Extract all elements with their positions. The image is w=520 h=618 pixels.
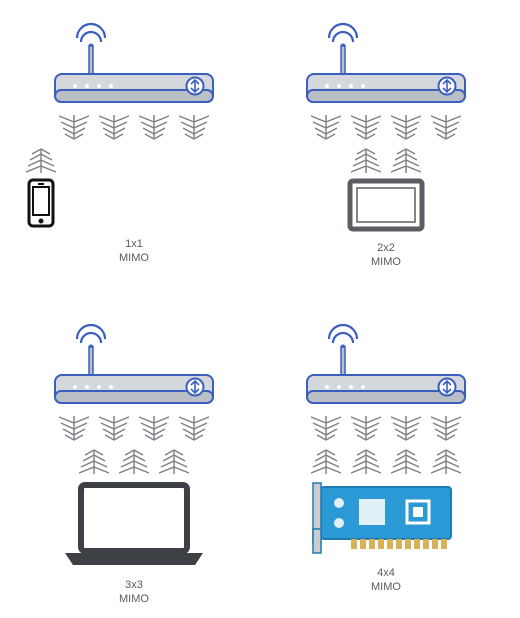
client-device [311, 447, 461, 560]
signal-icon [311, 447, 341, 475]
signal-icon [119, 447, 149, 475]
signal-icon [99, 415, 129, 443]
signal-icon [311, 114, 341, 142]
router [301, 16, 471, 142]
mimo-grid: 1x1 MIMO [8, 8, 512, 610]
router [49, 317, 219, 443]
label-line2: MIMO [371, 581, 401, 593]
device-image [347, 178, 425, 235]
signal-icon [311, 415, 341, 443]
signal-icon [391, 146, 421, 174]
router [301, 317, 471, 443]
signal-icon [391, 114, 421, 142]
label-line2: MIMO [119, 252, 149, 264]
tablet-icon [347, 178, 425, 232]
router-signals [311, 415, 461, 443]
signal-icon [59, 114, 89, 142]
signal-icon [351, 114, 381, 142]
signal-icon [139, 415, 169, 443]
router-icon [49, 317, 219, 413]
device-image [311, 479, 461, 560]
signal-icon [59, 415, 89, 443]
panel-4x4: 4x4 MIMO [260, 309, 512, 610]
client-signals [311, 447, 461, 475]
label-line1: 4x4 [377, 567, 395, 579]
router-icon [301, 317, 471, 413]
panel-label: 1x1 MIMO [119, 237, 149, 266]
client-device [59, 447, 209, 572]
signal-icon [431, 447, 461, 475]
signal-icon [391, 447, 421, 475]
device-image [59, 479, 209, 572]
signal-icon [351, 415, 381, 443]
signal-icon [139, 114, 169, 142]
label-line1: 2x2 [377, 242, 395, 254]
network-card-icon [311, 479, 461, 557]
client-signals [26, 146, 56, 174]
signal-icon [431, 415, 461, 443]
phone-icon [26, 178, 56, 228]
client-device [26, 146, 56, 231]
device-image [26, 178, 56, 231]
router-signals [311, 114, 461, 142]
client-device [347, 146, 425, 235]
signal-icon [79, 447, 109, 475]
client-signals [79, 447, 189, 475]
router [49, 16, 219, 142]
signal-icon [26, 146, 56, 174]
router-icon [301, 16, 471, 112]
signal-icon [179, 114, 209, 142]
label-line1: 3x3 [125, 579, 143, 591]
laptop-icon [59, 479, 209, 569]
label-line1: 1x1 [125, 238, 143, 250]
signal-icon [179, 415, 209, 443]
panel-label: 4x4 MIMO [371, 566, 401, 595]
signal-icon [351, 146, 381, 174]
panel-label: 2x2 MIMO [371, 241, 401, 270]
panel-2x2: 2x2 MIMO [260, 8, 512, 309]
panel-1x1: 1x1 MIMO [8, 8, 260, 309]
label-line2: MIMO [119, 593, 149, 605]
panel-3x3: 3x3 MIMO [8, 309, 260, 610]
signal-icon [351, 447, 381, 475]
label-line2: MIMO [371, 256, 401, 268]
panel-label: 3x3 MIMO [119, 578, 149, 607]
client-signals [351, 146, 421, 174]
router-signals [59, 114, 209, 142]
signal-icon [431, 114, 461, 142]
signal-icon [391, 415, 421, 443]
signal-icon [99, 114, 129, 142]
router-signals [59, 415, 209, 443]
router-icon [49, 16, 219, 112]
signal-icon [159, 447, 189, 475]
